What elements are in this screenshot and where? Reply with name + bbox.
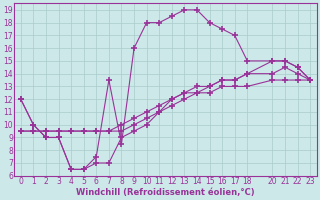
X-axis label: Windchill (Refroidissement éolien,°C): Windchill (Refroidissement éolien,°C)	[76, 188, 255, 197]
